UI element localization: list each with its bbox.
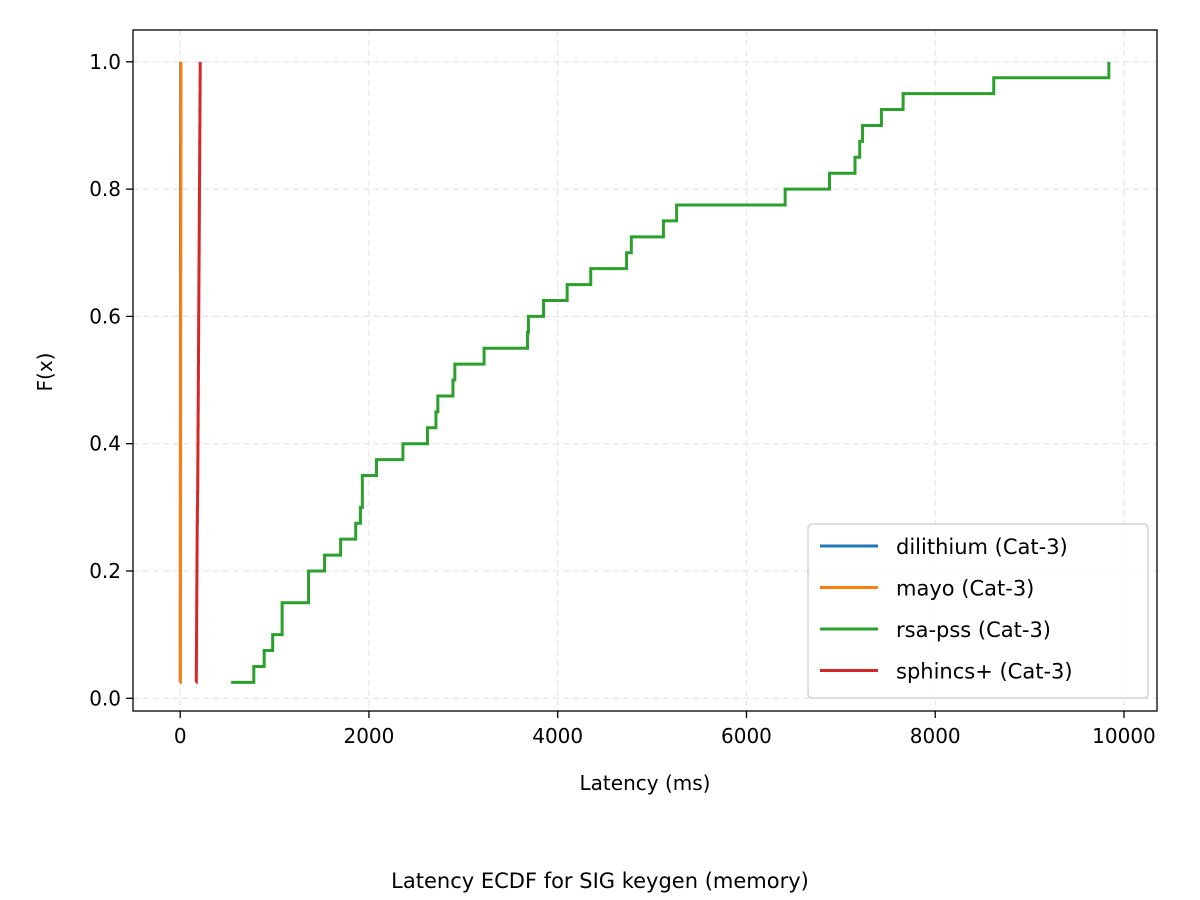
series-layer [178,61,1111,684]
series-line-sphincs-cat-3 [194,61,202,684]
x-tick-label: 8000 [910,724,961,748]
y-tick-label: 0.6 [89,304,121,328]
legend-box [807,523,1149,699]
x-tick-label: 0 [174,724,187,748]
x-axis-label: Latency (ms) [580,771,711,795]
legend-label-dilithium-cat-3: dilithium (Cat-3) [896,535,1068,559]
x-tick-label: 2000 [343,724,394,748]
grid [133,30,1157,711]
x-tick-label: 6000 [721,724,772,748]
ticks: 0 2000 4000 6000 8000 10000 0.0 0.2 0.4 0.6 0.8 1.0 [89,50,1156,748]
figure-caption: Latency ECDF for SIG keygen (memory) [391,869,809,893]
legend: dilithium (Cat-3) mayo (Cat-3) rsa-pss (Ca… [807,523,1149,699]
legend-label-sphincs-cat-3: sphincs+ (Cat-3) [896,660,1073,684]
y-tick-label: 1.0 [89,50,121,74]
legend-label-rsa-pss-cat-3: rsa-pss (Cat-3) [896,618,1051,642]
x-tick-label: 4000 [532,724,583,748]
legend-label-mayo-cat-3: mayo (Cat-3) [896,577,1034,601]
y-tick-label: 0.8 [89,177,121,201]
y-tick-label: 0.2 [89,559,121,583]
x-tick-label: 10000 [1092,724,1156,748]
series-line-rsa-pss-cat-3 [231,61,1111,684]
y-tick-label: 0.0 [89,686,121,710]
series-line-mayo-cat-3 [178,61,183,684]
plot-frame [132,29,1158,712]
y-tick-label: 0.4 [89,432,121,456]
y-axis-label: F(x) [33,353,57,392]
